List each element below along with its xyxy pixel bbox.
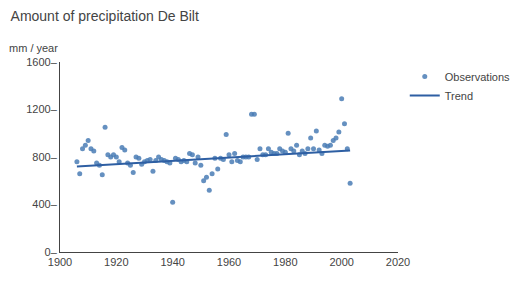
svg-text:Amount of precipitation De Bil: Amount of precipitation De Bilt [11, 8, 199, 24]
svg-text:800–: 800– [32, 151, 57, 163]
svg-text:mm / year: mm / year [9, 42, 58, 54]
svg-text:1980: 1980 [273, 256, 297, 268]
svg-text:1200–: 1200– [26, 103, 57, 115]
svg-text:1900: 1900 [48, 256, 72, 268]
svg-text:Trend: Trend [445, 90, 473, 102]
svg-text:Observations: Observations [445, 71, 510, 83]
svg-text:400–: 400– [32, 198, 57, 210]
svg-text:1940: 1940 [160, 256, 184, 268]
svg-text:1600–: 1600– [26, 56, 57, 68]
svg-text:2000: 2000 [329, 256, 353, 268]
svg-text:1960: 1960 [217, 256, 241, 268]
svg-text:0–: 0– [45, 246, 58, 258]
svg-text:1920: 1920 [104, 256, 128, 268]
svg-text:2020: 2020 [386, 256, 410, 268]
